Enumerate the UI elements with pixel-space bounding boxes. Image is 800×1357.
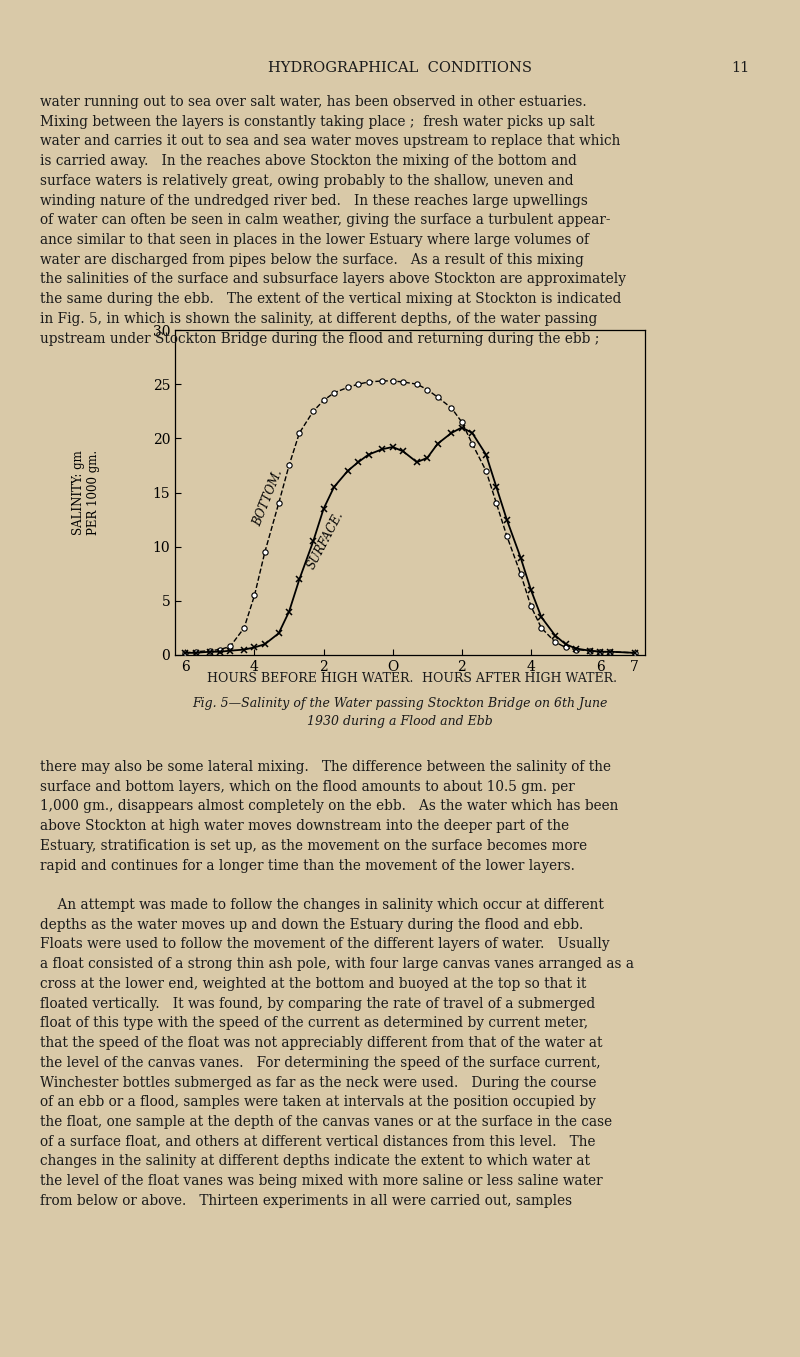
Text: HOURS BEFORE HIGH WATER.: HOURS BEFORE HIGH WATER. <box>207 672 413 685</box>
Text: HOURS AFTER HIGH WATER.: HOURS AFTER HIGH WATER. <box>422 672 618 685</box>
Text: SURFACE.: SURFACE. <box>305 509 346 571</box>
Text: water running out to sea over salt water, has been observed in other estuaries.
: water running out to sea over salt water… <box>40 95 626 346</box>
Text: HYDROGRAPHICAL  CONDITIONS: HYDROGRAPHICAL CONDITIONS <box>268 61 532 75</box>
Text: BOTTOM.: BOTTOM. <box>251 468 286 528</box>
Text: there may also be some lateral mixing.   The difference between the salinity of : there may also be some lateral mixing. T… <box>40 760 634 1208</box>
Text: 11: 11 <box>731 61 749 75</box>
Text: Fig. 5—Salinity of the Water passing Stockton Bridge on 6th June
1930 during a F: Fig. 5—Salinity of the Water passing Sto… <box>192 697 608 727</box>
Text: SALINITY: gm
PER 1000 gm.: SALINITY: gm PER 1000 gm. <box>72 451 100 535</box>
